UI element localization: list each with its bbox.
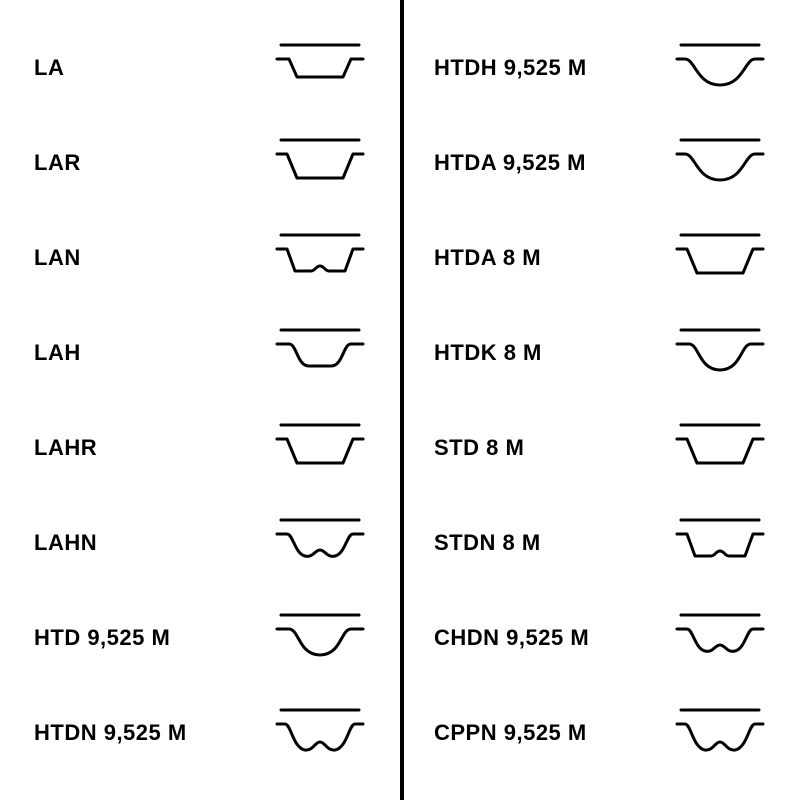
tooth-profile-icon bbox=[670, 603, 770, 673]
center-divider bbox=[400, 0, 404, 800]
profile-label: HTDA 9,525 M bbox=[420, 150, 670, 176]
profile-label: LA bbox=[20, 55, 270, 81]
profile-label: HTDN 9,525 M bbox=[20, 720, 270, 746]
tooth-profile-icon bbox=[270, 33, 370, 103]
profile-label: HTD 9,525 M bbox=[20, 625, 270, 651]
profile-label: LAR bbox=[20, 150, 270, 176]
profile-row: CPPN 9,525 M bbox=[410, 685, 790, 780]
profile-row: LAR bbox=[10, 115, 390, 210]
profile-row: STDN 8 M bbox=[410, 495, 790, 590]
tooth-profile-icon bbox=[270, 318, 370, 388]
profile-label: HTDK 8 M bbox=[420, 340, 670, 366]
tooth-profile-icon bbox=[270, 128, 370, 198]
profile-row: HTDN 9,525 M bbox=[10, 685, 390, 780]
profile-label: CPPN 9,525 M bbox=[420, 720, 670, 746]
profile-label: LAH bbox=[20, 340, 270, 366]
tooth-profile-icon bbox=[270, 413, 370, 483]
profile-label: STD 8 M bbox=[420, 435, 670, 461]
profile-row: HTDA 8 M bbox=[410, 210, 790, 305]
tooth-profile-icon bbox=[670, 128, 770, 198]
tooth-profile-icon bbox=[670, 33, 770, 103]
profile-label: LAN bbox=[20, 245, 270, 271]
profile-label: STDN 8 M bbox=[420, 530, 670, 556]
column-left: LA LAR LAN LAH LAHR LAHN HTD 9,525 M HTDN 9,525… bbox=[0, 0, 400, 800]
tooth-profile-icon bbox=[270, 603, 370, 673]
profile-row: LAHR bbox=[10, 400, 390, 495]
tooth-profile-icon bbox=[270, 698, 370, 768]
tooth-profile-icon bbox=[670, 223, 770, 293]
profile-label: LAHR bbox=[20, 435, 270, 461]
profile-row: STD 8 M bbox=[410, 400, 790, 495]
profile-row: HTD 9,525 M bbox=[10, 590, 390, 685]
profile-row: HTDH 9,525 M bbox=[410, 20, 790, 115]
profile-row: LA bbox=[10, 20, 390, 115]
tooth-profile-icon bbox=[270, 223, 370, 293]
profile-row: HTDA 9,525 M bbox=[410, 115, 790, 210]
profile-row: CHDN 9,525 M bbox=[410, 590, 790, 685]
profile-row: LAH bbox=[10, 305, 390, 400]
tooth-profile-icon bbox=[270, 508, 370, 578]
profile-row: LAN bbox=[10, 210, 390, 305]
profile-label: HTDH 9,525 M bbox=[420, 55, 670, 81]
profile-label: LAHN bbox=[20, 530, 270, 556]
tooth-profile-icon bbox=[670, 508, 770, 578]
column-right: HTDH 9,525 M HTDA 9,525 M HTDA 8 M HTDK 8 M… bbox=[400, 0, 800, 800]
profile-row: HTDK 8 M bbox=[410, 305, 790, 400]
tooth-profile-icon bbox=[670, 413, 770, 483]
profile-row: LAHN bbox=[10, 495, 390, 590]
tooth-profile-icon bbox=[670, 698, 770, 768]
profile-label: CHDN 9,525 M bbox=[420, 625, 670, 651]
tooth-profile-icon bbox=[670, 318, 770, 388]
profile-label: HTDA 8 M bbox=[420, 245, 670, 271]
